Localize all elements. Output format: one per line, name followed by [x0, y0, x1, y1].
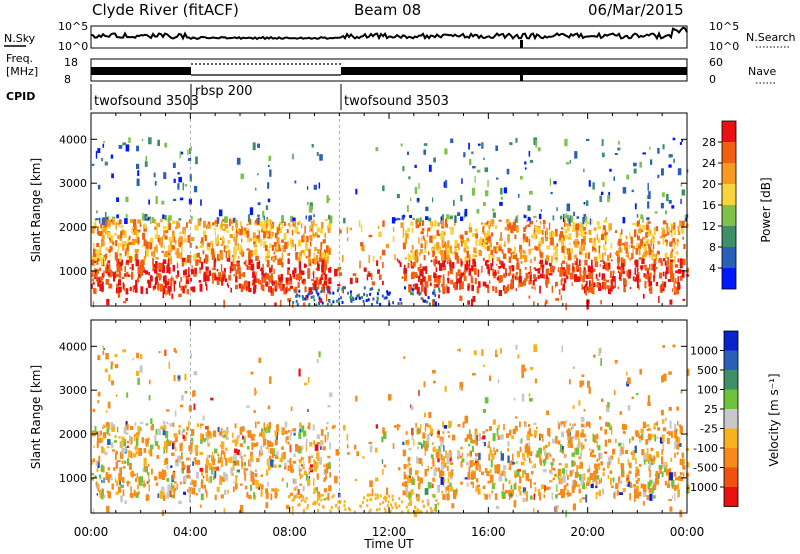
ytick-label: 2000	[59, 221, 87, 234]
velocity-panel: 1000 2000 3000 4000 Slant Range [km] 1000 50…	[29, 319, 781, 518]
colorbar-swatch	[724, 487, 738, 507]
colorbar-swatch	[724, 389, 738, 409]
ytick-label: 3000	[59, 177, 87, 190]
ytick-label: 3000	[59, 384, 87, 397]
velocity-colorbar-label: Velocity [m s⁻¹]	[767, 373, 781, 466]
colorbar-swatch	[724, 448, 738, 468]
colorbar-swatch	[724, 331, 738, 351]
freq-right-tick-top: 60	[709, 56, 723, 69]
colorbar-tick-label: -25	[700, 423, 718, 436]
xtick-label: 08:00	[272, 525, 307, 539]
cpid-segment-1: twofsound 3503	[94, 94, 199, 109]
freq-band-2	[341, 67, 687, 75]
ytick-label: 1000	[59, 265, 87, 278]
colorbar-swatch	[722, 121, 736, 142]
date-title: 06/Mar/2015	[588, 1, 684, 19]
xtick-label: 04:00	[173, 525, 208, 539]
colorbar-swatch	[722, 226, 736, 247]
colorbar-swatch	[724, 428, 738, 448]
noise-left-label: N.Sky	[4, 32, 36, 45]
velocity-heatmap	[91, 320, 690, 518]
xtick-label: 00:00	[74, 525, 109, 539]
xtick-label: 20:00	[570, 525, 605, 539]
colorbar-tick-label: 100	[697, 384, 718, 397]
colorbar-swatch	[724, 409, 738, 429]
freq-right-label: Nave	[748, 65, 776, 78]
colorbar-tick-label: -500	[693, 462, 718, 475]
colorbar-tick-label: 8	[709, 241, 716, 254]
xtick-label: 00:00	[670, 525, 705, 539]
noise-left-tick-bottom: 10^0	[58, 40, 88, 53]
colorbar-swatch	[722, 163, 736, 184]
power-colorbar-label: Power [dB]	[759, 177, 773, 242]
freq-left-tick-top: 18	[64, 56, 78, 69]
colorbar-tick-label: -1000	[686, 481, 718, 494]
beam-title: Beam 08	[354, 1, 421, 19]
noise-left-tick-top: 10^5	[58, 20, 88, 33]
noise-right-label: N.Search	[746, 31, 796, 44]
velocity-ylabel: Slant Range [km]	[29, 365, 43, 469]
power-colorbar: 4 8 12 16 20 24 28	[702, 120, 737, 290]
noise-sky-line	[90, 26, 688, 41]
cpid-panel: CPID twofsound 3503 rbsp 200 twofsound 3…	[6, 84, 449, 110]
power-panel: 1000 2000 3000 4000 Slant Range [km] 4 8 12 16…	[29, 112, 773, 311]
colorbar-swatch	[724, 467, 738, 487]
freq-band-1	[91, 67, 191, 75]
noise-right-tick-top: 10^5	[709, 20, 739, 33]
colorbar-tick-label: 1000	[690, 345, 718, 358]
ytick-label: 4000	[59, 340, 87, 353]
colorbar-tick-label: 500	[697, 364, 718, 377]
power-heatmap	[91, 113, 689, 311]
xtick-label: 16:00	[471, 525, 506, 539]
colorbar-tick-label: 4	[709, 262, 716, 275]
colorbar-tick-label: 16	[702, 199, 716, 212]
cpid-segment-3: twofsound 3503	[344, 94, 449, 109]
colorbar-tick-label: 12	[702, 220, 716, 233]
colorbar-tick-label: 24	[702, 157, 716, 170]
cpid-segment-2: rbsp 200	[195, 84, 253, 99]
noise-panel: N.Sky 10^5 10^0 10^5 10^0 N.Search	[4, 20, 796, 53]
colorbar-tick-label: -100	[693, 442, 718, 455]
freq-label-1: Freq.	[6, 52, 33, 65]
colorbar-swatch	[724, 370, 738, 390]
colorbar-swatch	[722, 205, 736, 226]
colorbar-swatch	[724, 350, 738, 370]
freq-right-tick-bottom: 0	[709, 73, 716, 86]
colorbar-swatch	[722, 247, 736, 268]
cpid-label: CPID	[6, 90, 35, 103]
ytick-label: 4000	[59, 133, 87, 146]
colorbar-tick-label: 20	[702, 178, 716, 191]
freq-panel: Freq. [MHz] 18 8 60 0 Nave	[6, 52, 776, 86]
colorbar-tick-label: 25	[704, 403, 718, 416]
power-ylabel: Slant Range [km]	[29, 158, 43, 262]
colorbar-swatch	[722, 184, 736, 205]
ytick-label: 1000	[59, 472, 87, 485]
station-title: Clyde River (fitACF)	[92, 1, 239, 19]
velocity-colorbar: 1000 500 100 25 -25 -100 -500 -1000	[686, 330, 739, 507]
colorbar-swatch	[722, 142, 736, 163]
xtick-label: 12:00	[372, 525, 407, 539]
ytick-label: 2000	[59, 428, 87, 441]
noise-right-tick-bottom: 10^0	[709, 40, 739, 53]
colorbar-swatch	[722, 268, 736, 289]
colorbar-tick-label: 28	[702, 136, 716, 149]
x-axis-label: Time UT	[363, 537, 414, 551]
freq-label-2: [MHz]	[6, 65, 38, 78]
freq-left-tick-bottom: 8	[64, 73, 71, 86]
